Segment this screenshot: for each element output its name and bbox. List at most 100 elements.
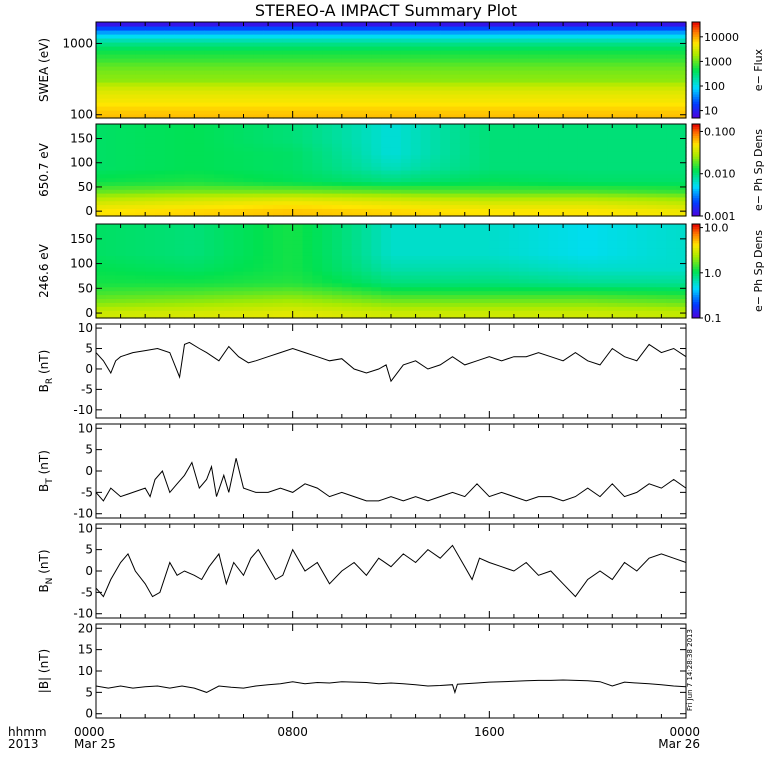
heatmap-cell xyxy=(617,66,628,71)
heatmap-cell xyxy=(479,162,490,167)
heatmap-cell xyxy=(597,78,608,83)
heatmap-cell xyxy=(597,162,608,167)
heatmap-cell xyxy=(469,189,481,194)
heatmap-cell xyxy=(243,135,254,140)
heatmap-cell xyxy=(125,173,136,179)
heatmap-cell xyxy=(666,78,677,83)
heatmap-cell xyxy=(351,94,363,99)
heatmap-cell xyxy=(243,259,254,264)
heatmap-cell xyxy=(577,224,589,229)
heatmap-cell xyxy=(164,278,176,284)
heatmap-cell xyxy=(400,243,412,249)
heatmap-cell xyxy=(361,30,372,35)
heatmap-cell xyxy=(548,196,559,202)
heatmap-cell xyxy=(332,50,343,55)
heatmap-cell xyxy=(292,200,304,206)
heatmap-cell xyxy=(351,66,363,71)
heatmap-cell xyxy=(391,208,402,213)
heatmap-cell xyxy=(509,255,520,260)
heatmap-cell xyxy=(282,127,294,133)
heatmap-cell xyxy=(332,193,343,198)
heatmap-cell xyxy=(617,82,628,87)
heatmap-cell xyxy=(450,131,461,137)
heatmap-cell xyxy=(292,189,304,194)
heatmap-cell xyxy=(282,278,294,284)
heatmap-cell xyxy=(440,189,451,194)
heatmap-cell xyxy=(273,314,284,319)
heatmap-cell xyxy=(479,235,490,241)
heatmap-cell xyxy=(145,235,156,241)
heatmap-cell xyxy=(587,302,599,307)
heatmap-cell xyxy=(440,185,451,190)
heatmap-cell xyxy=(646,314,658,319)
heatmap-cell xyxy=(597,86,608,91)
colorbar-step xyxy=(692,108,700,112)
heatmap-cell xyxy=(489,314,500,319)
heatmap-cell xyxy=(125,235,136,241)
heatmap-cell xyxy=(577,286,589,292)
heatmap-cell xyxy=(577,170,589,175)
heatmap-cell xyxy=(302,22,313,27)
heatmap-cell xyxy=(194,34,205,39)
heatmap-cell xyxy=(223,185,235,190)
heatmap-cell xyxy=(676,170,687,175)
heatmap-cell xyxy=(607,247,618,253)
heatmap-cell xyxy=(194,26,205,31)
heatmap-cell xyxy=(646,90,658,95)
heatmap-cell xyxy=(646,158,658,163)
heatmap-cell xyxy=(322,54,333,59)
heatmap-cell xyxy=(233,66,245,71)
colorbar-step xyxy=(692,62,700,66)
heatmap-cell xyxy=(420,82,431,87)
heatmap-cell xyxy=(312,271,323,276)
heatmap-cell xyxy=(361,162,372,167)
heatmap-cell xyxy=(607,243,618,249)
heatmap-cell xyxy=(204,90,215,95)
heatmap-cell xyxy=(194,255,205,260)
heatmap-cell xyxy=(332,30,343,35)
heatmap-cell xyxy=(125,302,136,307)
heatmap-cell xyxy=(430,231,441,237)
heatmap-cell xyxy=(164,282,176,288)
heatmap-cell xyxy=(361,54,372,59)
heatmap-cell xyxy=(568,302,579,307)
heatmap-cell xyxy=(459,263,471,268)
heatmap-cell xyxy=(194,78,205,83)
heatmap-cell xyxy=(617,86,628,91)
heatmap-cell xyxy=(233,150,245,156)
heatmap-cell xyxy=(282,227,294,233)
heatmap-cell xyxy=(587,239,599,245)
heatmap-cell xyxy=(528,271,540,276)
heatmap-cell xyxy=(223,139,235,144)
heatmap-cell xyxy=(273,154,284,160)
heatmap-cell xyxy=(391,251,402,256)
heatmap-cell xyxy=(656,110,667,115)
heatmap-cell xyxy=(479,26,490,31)
heatmap-cell xyxy=(617,106,628,111)
heatmap-cell xyxy=(538,290,549,296)
heatmap-cell xyxy=(155,110,166,115)
heatmap-cell xyxy=(263,196,274,202)
heatmap-cell xyxy=(184,314,195,319)
heatmap-cell xyxy=(577,255,589,260)
heatmap-cell xyxy=(184,302,195,307)
heatmap-cell xyxy=(105,58,117,63)
heatmap-cell xyxy=(282,135,294,140)
heatmap-cell xyxy=(292,139,304,144)
heatmap-cell xyxy=(538,166,549,171)
heatmap-cell xyxy=(332,170,343,175)
heatmap-cell xyxy=(548,66,559,71)
heatmap-cell xyxy=(145,189,156,194)
heatmap-cell xyxy=(361,271,372,276)
heatmap-cell xyxy=(332,227,343,233)
heatmap-cell xyxy=(253,271,264,276)
heatmap-cell xyxy=(656,166,667,171)
heatmap-cell xyxy=(528,200,540,206)
heatmap-cell xyxy=(263,173,274,179)
heatmap-cell xyxy=(273,102,284,107)
heatmap-cell xyxy=(105,90,117,95)
heatmap-cell xyxy=(489,102,500,107)
heatmap-cell xyxy=(607,200,618,206)
heatmap-cell xyxy=(322,102,333,107)
heatmap-cell xyxy=(125,74,136,79)
